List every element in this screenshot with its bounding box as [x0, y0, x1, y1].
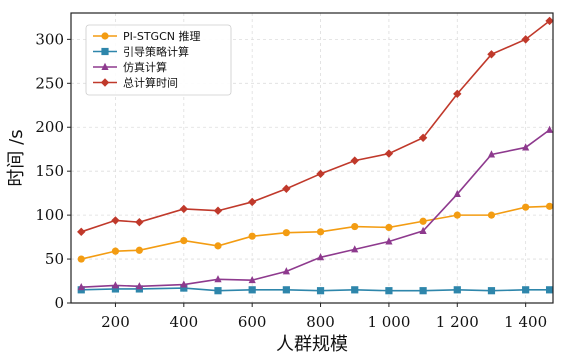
- x-tick-label: 600: [238, 313, 267, 331]
- data-point: [282, 184, 291, 193]
- data-point: [111, 281, 120, 289]
- legend-box: [85, 24, 232, 96]
- legend-label: 仿真计算: [123, 60, 167, 74]
- data-point: [247, 197, 257, 207]
- data-point: [282, 267, 290, 275]
- data-point: [385, 287, 393, 295]
- data-point: [487, 50, 496, 59]
- data-point: [111, 285, 120, 293]
- legend-entry: 仿真计算: [93, 60, 167, 74]
- legend-label: 引导策略计算: [123, 45, 189, 59]
- data-point: [522, 143, 530, 151]
- data-point: [351, 222, 359, 231]
- data-point: [418, 133, 428, 142]
- x-tick-label: 1 400: [504, 313, 547, 331]
- data-point: [248, 275, 256, 284]
- y-tick-label: 0: [54, 294, 64, 312]
- data-point: [487, 287, 496, 295]
- data-point: [111, 216, 120, 225]
- x-axis-title: 人群规模: [276, 334, 348, 355]
- y-tick-label: 50: [45, 250, 64, 268]
- data-point: [77, 282, 85, 291]
- data-point: [522, 286, 530, 294]
- x-tick-label: 400: [169, 313, 198, 331]
- data-point: [453, 89, 462, 99]
- data-point: [77, 227, 86, 237]
- legend-label: PI-STGCN 推理: [123, 29, 200, 43]
- data-point: [248, 286, 256, 294]
- data-point: [316, 169, 325, 179]
- x-tick-label: 800: [306, 313, 335, 331]
- data-point: [453, 286, 461, 294]
- data-point: [487, 150, 496, 158]
- data-point: [419, 287, 427, 295]
- data-point: [487, 211, 496, 219]
- series-line: [81, 205, 550, 260]
- series-group: [77, 202, 554, 263]
- data-point: [545, 16, 554, 26]
- series-line: [81, 129, 551, 288]
- data-point: [316, 287, 325, 295]
- x-tick-label: 1 000: [367, 313, 410, 331]
- legend-marker: [101, 62, 109, 70]
- data-point: [351, 245, 359, 253]
- data-point: [214, 242, 222, 250]
- data-point: [214, 275, 222, 283]
- plot-frame: [70, 12, 554, 304]
- data-point: [213, 206, 223, 215]
- legend-marker: [101, 47, 109, 56]
- data-point: [180, 237, 188, 245]
- y-tick-label: 200: [35, 118, 64, 136]
- y-tick-label: 100: [35, 206, 64, 224]
- series-layer: [77, 16, 554, 295]
- data-point: [545, 202, 554, 210]
- data-point: [111, 247, 120, 255]
- x-tick-label: 200: [101, 313, 130, 331]
- data-point: [419, 226, 427, 234]
- data-point: [248, 232, 256, 240]
- data-point: [316, 228, 325, 236]
- data-point: [135, 246, 143, 254]
- series-group: [77, 125, 554, 291]
- legend-entry: 总计算时间: [93, 76, 178, 90]
- data-point: [135, 217, 144, 227]
- y-tick-label: 150: [35, 162, 64, 180]
- legend-marker: [101, 32, 109, 40]
- y-axis-title: 时间 /s: [6, 129, 27, 186]
- x-tick-label: 1 200: [436, 313, 479, 331]
- data-point: [385, 223, 393, 232]
- series-line: [81, 287, 550, 292]
- data-point: [77, 255, 85, 263]
- data-point: [385, 237, 393, 245]
- data-point: [522, 203, 530, 211]
- legend-entry: PI-STGCN 推理: [93, 29, 200, 43]
- data-point: [453, 211, 461, 219]
- data-point: [545, 125, 554, 133]
- y-tick-label: 300: [35, 30, 64, 48]
- y-tick-label: 250: [35, 74, 64, 92]
- data-point: [180, 280, 188, 288]
- data-point: [179, 204, 189, 214]
- legend-label: 总计算时间: [123, 76, 178, 90]
- data-point: [419, 217, 427, 225]
- data-point: [521, 35, 530, 44]
- data-point: [214, 287, 222, 295]
- data-point: [384, 149, 394, 158]
- series-group: [77, 16, 554, 237]
- data-point: [282, 286, 290, 294]
- data-point: [282, 229, 290, 237]
- axis-ticks: 200 400 600 800 1 000 1 200 1 400 0 50 100 150 200 2…: [35, 30, 547, 331]
- data-point: [350, 156, 359, 165]
- data-point: [316, 253, 325, 261]
- data-point: [545, 286, 554, 294]
- data-point: [453, 189, 461, 198]
- legend-entry: 引导策略计算: [93, 45, 189, 59]
- data-point: [180, 284, 188, 292]
- data-point: [135, 282, 143, 290]
- data-point: [351, 286, 359, 294]
- legend-marker: [100, 78, 110, 87]
